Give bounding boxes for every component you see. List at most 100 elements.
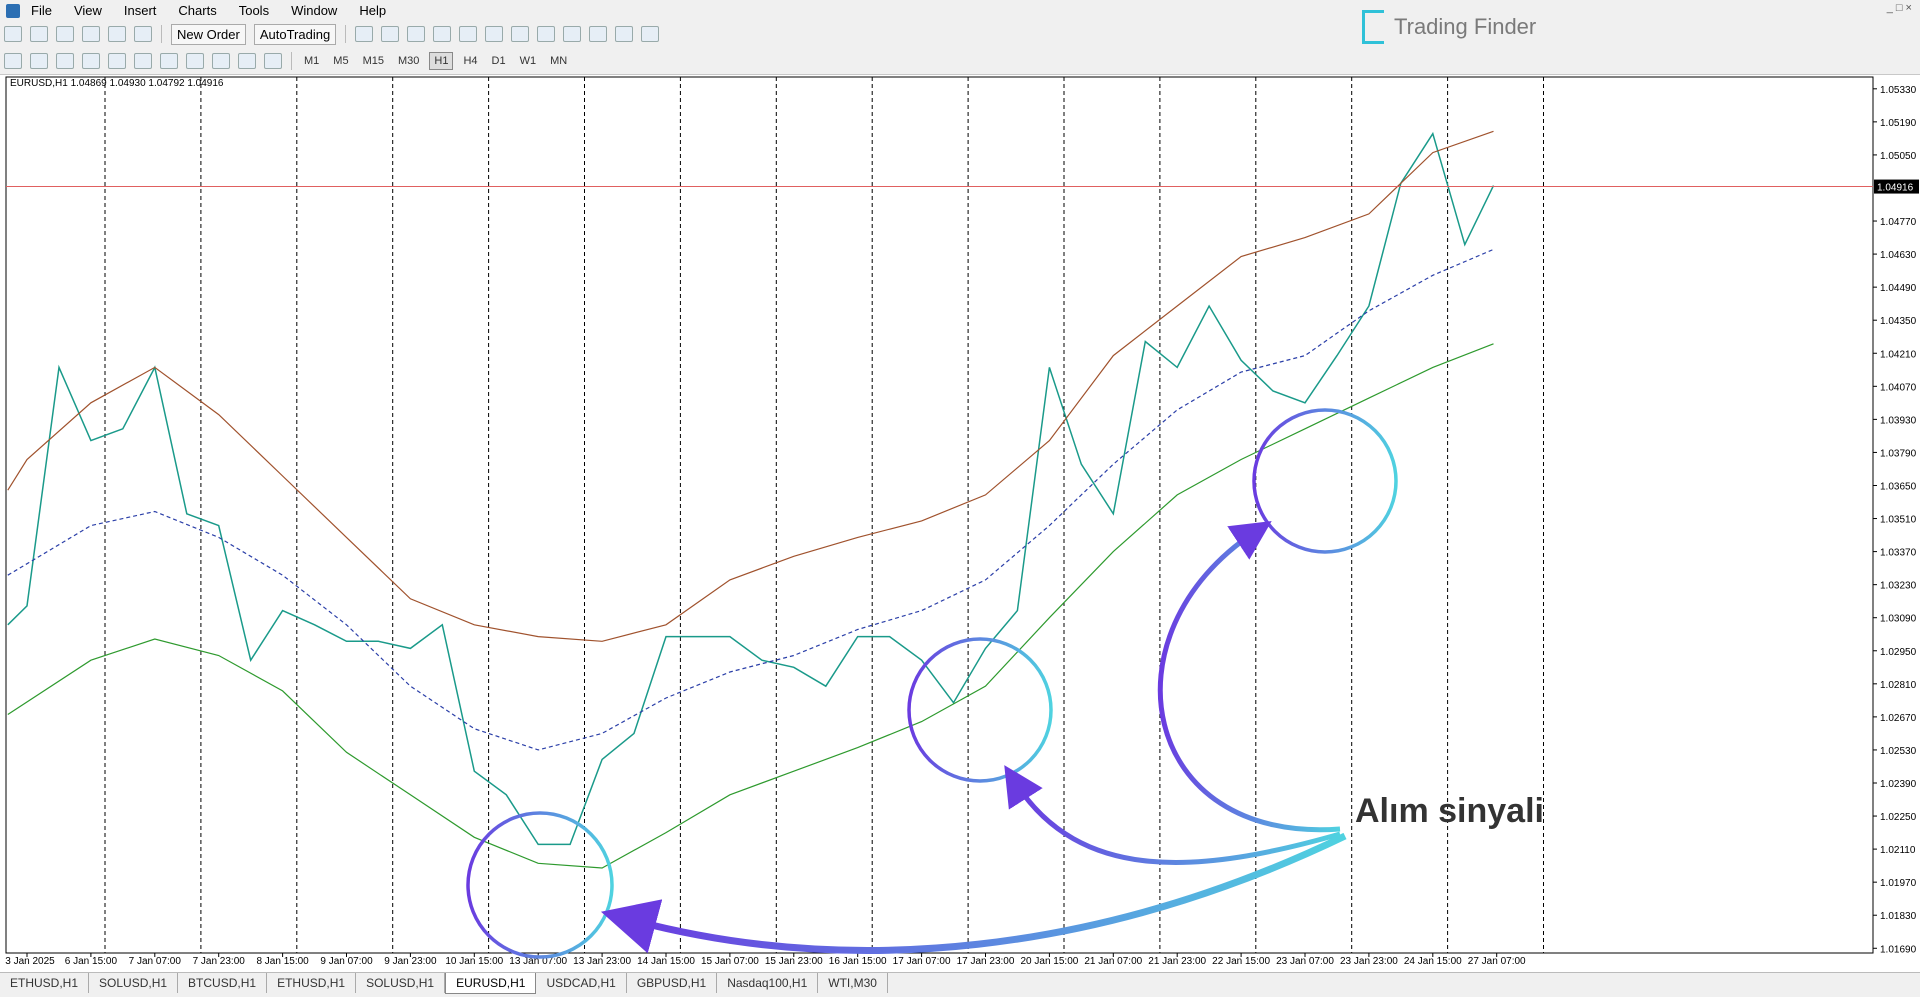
toolbar-icon[interactable]	[537, 26, 556, 42]
toolbar-icon[interactable]	[4, 26, 22, 42]
timeframe-button[interactable]: M1	[304, 54, 320, 67]
menu-item[interactable]: Charts	[178, 3, 217, 18]
time-label: 13 Jan 23:00	[573, 956, 631, 967]
menu-item[interactable]: Tools	[238, 3, 270, 18]
price-tick-label: 1.02670	[1880, 713, 1917, 724]
price-tick-label: 1.04490	[1880, 283, 1917, 294]
price-tick-label: 1.02530	[1880, 746, 1917, 757]
price-line	[7, 131, 1495, 846]
toolbar-icon[interactable]	[563, 26, 582, 42]
time-label: 6 Jan 15:00	[65, 956, 118, 967]
tool-icon[interactable]	[82, 52, 100, 69]
tool-icon[interactable]	[134, 52, 152, 69]
tool-icon[interactable]	[30, 52, 48, 69]
time-label: 10 Jan 15:00	[445, 956, 503, 967]
timeframe-button[interactable]: H4	[463, 54, 478, 67]
tool-icon[interactable]	[212, 52, 230, 69]
chart-tab[interactable]: EURUSD,H1	[445, 973, 537, 994]
logo-text: Trading Finder	[1394, 14, 1537, 39]
toolbar-button[interactable]: New Order	[171, 23, 246, 45]
chart-tab[interactable]: ETHUSD,H1	[0, 973, 90, 993]
chart-tab[interactable]: SOLUSD,H1	[356, 973, 446, 993]
chart-tabs: ETHUSD,H1 SOLUSD,H1 BTCUSD,H1 ETHUSD,H1 SOLU…	[0, 972, 1920, 997]
chart-tab[interactable]: GBPUSD,H1	[627, 973, 718, 993]
toolbar-icon[interactable]	[134, 26, 152, 42]
menu-item[interactable]: View	[73, 3, 102, 18]
chart-tab[interactable]: ETHUSD,H1	[267, 973, 357, 993]
symbol-info: EURUSD,H1 1.04869 1.04930 1.04792 1.0491…	[10, 78, 224, 89]
time-label: 27 Jan 07:00	[1468, 956, 1526, 967]
time-label: 7 Jan 07:00	[129, 956, 182, 967]
timeframe-button[interactable]: MN	[550, 54, 568, 67]
toolbar-icon[interactable]	[355, 26, 374, 42]
time-label: 20 Jan 15:00	[1020, 956, 1078, 967]
signal-circle	[466, 811, 614, 959]
price-tick-label: 1.02110	[1880, 845, 1916, 856]
tool-icon[interactable]	[160, 52, 178, 69]
price-tick-label: 1.04770	[1880, 217, 1917, 228]
toolbar-icon[interactable]	[641, 26, 660, 42]
toolbar-icon[interactable]	[589, 26, 608, 42]
toolbar-icon[interactable]	[407, 26, 426, 42]
tool-icon[interactable]	[238, 52, 256, 69]
timeframe-button[interactable]: M30	[397, 54, 420, 67]
menu-item[interactable]: Help	[359, 3, 387, 18]
time-label: 15 Jan 07:00	[701, 956, 759, 967]
current-price-label: 1.04916	[1877, 183, 1914, 194]
chart-tab[interactable]: WTI,M30	[818, 973, 888, 993]
window-controls[interactable]: _ □ ×	[1886, 2, 1912, 14]
timeframe-button[interactable]: W1	[519, 54, 537, 67]
timeframe-button[interactable]: M15	[362, 54, 384, 67]
toolbar-icon[interactable]	[108, 26, 126, 42]
arrow	[1157, 520, 1341, 833]
toolbar-icon[interactable]	[615, 26, 634, 42]
menu-item[interactable]: Window	[291, 3, 338, 18]
time-label: 8 Jan 15:00	[256, 956, 309, 967]
toolbar-icon[interactable]	[485, 26, 504, 42]
plot-area	[5, 76, 1874, 954]
menu-bar: File View Insert Charts Tools Window Help	[0, 0, 1920, 21]
time-label: 21 Jan 23:00	[1148, 956, 1206, 967]
price-tick-label: 1.03930	[1880, 415, 1917, 426]
time-label: 7 Jan 23:00	[193, 956, 246, 967]
separator	[345, 25, 347, 43]
toolbar-icon[interactable]	[56, 26, 74, 42]
standard-toolbar: New Order AutoTrading	[0, 21, 1920, 47]
time-label: 9 Jan 07:00	[320, 956, 373, 967]
signal-circle	[1252, 408, 1398, 554]
tool-icon[interactable]	[186, 52, 204, 69]
time-label: 24 Jan 15:00	[1404, 956, 1462, 967]
time-label: 22 Jan 15:00	[1212, 956, 1270, 967]
tool-icon[interactable]	[56, 52, 74, 69]
price-tick-label: 1.04350	[1880, 316, 1917, 327]
toolbar-icon[interactable]	[511, 26, 530, 42]
tool-icon[interactable]	[264, 52, 282, 69]
price-tick-label: 1.01970	[1880, 878, 1917, 889]
chart-tab[interactable]: SOLUSD,H1	[89, 973, 179, 993]
timeframe-button[interactable]: M5	[333, 54, 349, 67]
menu-item[interactable]: Insert	[123, 3, 157, 18]
price-tick-label: 1.03370	[1880, 548, 1917, 559]
menu-item[interactable]: File	[31, 3, 52, 18]
chart-tab[interactable]: BTCUSD,H1	[178, 973, 268, 993]
timeframe-button[interactable]: D1	[491, 54, 506, 67]
price-tick-label: 1.02390	[1880, 779, 1917, 790]
tool-icon[interactable]	[4, 52, 22, 69]
timeframe-button[interactable]: H1	[429, 51, 454, 70]
toolbar-icon[interactable]	[82, 26, 100, 42]
toolbar-icon[interactable]	[30, 26, 48, 42]
toolbar-button[interactable]: AutoTrading	[253, 23, 337, 45]
chart-tab[interactable]: USDCAD,H1	[536, 973, 627, 993]
price-tick-label: 1.05050	[1880, 151, 1917, 162]
toolbar-icon[interactable]	[459, 26, 478, 42]
toolbar-icon[interactable]	[381, 26, 400, 42]
time-label: 9 Jan 23:00	[384, 956, 437, 967]
chart-tab[interactable]: Nasdaq100,H1	[717, 973, 819, 993]
price-tick-label: 1.04210	[1880, 349, 1917, 360]
time-label: 14 Jan 15:00	[637, 956, 695, 967]
tool-icon[interactable]	[108, 52, 126, 69]
toolbar-icon[interactable]	[433, 26, 452, 42]
price-tick-label: 1.05190	[1880, 118, 1917, 129]
chart-window: EURUSD,H1 1.04869 1.04930 1.04792 1.0491…	[5, 76, 1919, 967]
